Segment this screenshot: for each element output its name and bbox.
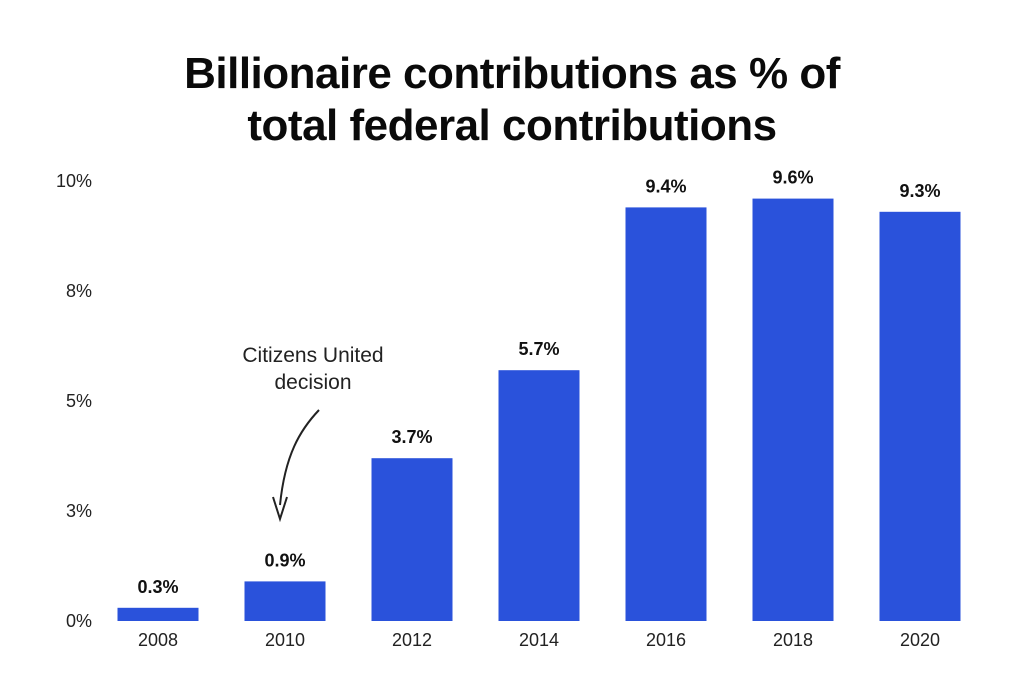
bar-2010 <box>244 581 326 621</box>
x-tick-label-2018: 2018 <box>773 630 813 650</box>
y-tick-label: 0% <box>66 611 92 631</box>
annotation-line-1: Citizens United <box>242 344 383 367</box>
data-label-2020: 9.3% <box>899 181 940 201</box>
x-axis: 2008 2010 2012 2014 2016 2018 2020 <box>138 630 940 650</box>
chart-title-line-2: total federal contributions <box>247 101 777 150</box>
data-label-2014: 5.7% <box>518 339 559 359</box>
x-tick-label-2010: 2010 <box>265 630 305 650</box>
bar-2012 <box>371 458 453 621</box>
y-tick-label: 10% <box>56 171 92 191</box>
bar-2020 <box>879 211 961 622</box>
data-label-2012: 3.7% <box>391 427 432 447</box>
y-axis: 0% 3% 5% 8% 10% <box>56 171 92 631</box>
data-label-2008: 0.3% <box>137 577 178 597</box>
annotation-arrow <box>279 409 320 506</box>
bar-2008 <box>117 607 199 621</box>
chart-title: Billionaire contributions as % of total … <box>0 48 1024 152</box>
x-tick-label-2008: 2008 <box>138 630 178 650</box>
x-tick-label-2012: 2012 <box>392 630 432 650</box>
y-tick-label: 3% <box>66 501 92 521</box>
data-label-2010: 0.9% <box>264 550 305 570</box>
x-tick-label-2014: 2014 <box>519 630 559 650</box>
bar-2018 <box>752 198 834 621</box>
chart-title-line-1: Billionaire contributions as % of <box>184 49 840 98</box>
y-tick-label: 8% <box>66 281 92 301</box>
bars-group: 0.3% 0.9% 3.7% 5.7% 9.4% 9.6% 9.3% <box>117 168 961 622</box>
annotation-arrowhead <box>272 496 288 523</box>
x-tick-label-2016: 2016 <box>646 630 686 650</box>
annotation-line-2: decision <box>274 371 351 394</box>
data-label-2018: 9.6% <box>772 168 813 188</box>
y-tick-label: 5% <box>66 391 92 411</box>
citizens-united-annotation: Citizens United decision <box>242 344 384 523</box>
bar-2016 <box>625 207 707 621</box>
x-tick-label-2020: 2020 <box>900 630 940 650</box>
bar-2014 <box>498 370 580 621</box>
data-label-2016: 9.4% <box>645 176 686 196</box>
